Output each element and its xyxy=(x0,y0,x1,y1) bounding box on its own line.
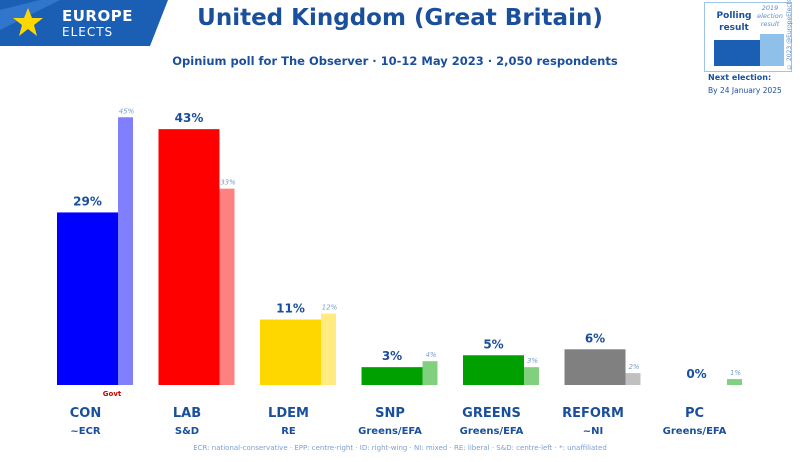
poll-bar-greens xyxy=(463,355,524,385)
party-name-lab: LAB xyxy=(173,406,201,421)
next-election-date: By 24 January 2025 xyxy=(708,86,782,95)
legend-prev-label: 2019 election result xyxy=(757,4,783,28)
prev-bar-pc xyxy=(727,379,742,385)
govt-note-con: Govt xyxy=(103,390,122,398)
party-group-con: ~ECR xyxy=(70,426,101,437)
prev-label-ldem: 12% xyxy=(322,304,338,312)
prev-label-reform: 2% xyxy=(628,363,639,371)
prev-bar-greens xyxy=(524,367,539,385)
party-name-ldem: LDEM xyxy=(268,406,309,421)
value-label-pc: 0% xyxy=(686,367,706,381)
poll-bar-snp xyxy=(361,367,423,385)
party-name-pc: PC xyxy=(685,406,704,421)
value-label-greens: 5% xyxy=(483,337,503,351)
europe-elects-logo xyxy=(0,0,168,46)
party-name-reform: REFORM xyxy=(562,406,624,421)
prev-label-pc: 1% xyxy=(730,369,741,377)
party-group-ldem: RE xyxy=(281,426,296,437)
footnote: ECR: national-conservative · EPP: centre… xyxy=(193,444,607,452)
legend-poll-label: Polling result xyxy=(716,11,752,33)
poll-bar-reform xyxy=(564,349,626,385)
party-name-snp: SNP xyxy=(375,406,405,421)
party-group-greens: Greens/EFA xyxy=(460,426,524,437)
party-group-pc: Greens/EFA xyxy=(663,426,727,437)
prev-label-lab: 33% xyxy=(220,179,236,187)
prev-label-greens: 3% xyxy=(527,357,538,365)
prev-label-con: 45% xyxy=(119,107,135,115)
value-label-snp: 3% xyxy=(382,349,402,363)
party-name-con: CON xyxy=(70,406,101,421)
value-label-ldem: 11% xyxy=(276,302,305,316)
party-name-greens: GREENS xyxy=(462,406,521,421)
legend-poll-swatch xyxy=(714,40,760,66)
prev-bar-ldem xyxy=(321,313,336,385)
next-election-label: Next election: xyxy=(708,73,772,82)
legend-prev-swatch xyxy=(760,34,784,66)
value-label-lab: 43% xyxy=(175,111,204,125)
page-subtitle: Opinium poll for The Observer · 10-12 Ma… xyxy=(172,54,618,68)
prev-bar-con xyxy=(118,117,133,385)
poll-bar-lab xyxy=(158,129,220,385)
star-icon xyxy=(13,8,43,36)
prev-bar-lab xyxy=(219,188,235,385)
prev-bar-reform xyxy=(625,373,641,385)
party-group-snp: Greens/EFA xyxy=(358,426,422,437)
prev-bar-snp xyxy=(422,361,438,385)
page-title: United Kingdom (Great Britain) xyxy=(197,5,603,31)
prev-label-snp: 4% xyxy=(425,351,436,359)
party-group-lab: S&D xyxy=(175,426,199,437)
logo-text-elects: ELECTS xyxy=(62,25,114,39)
party-group-reform: ~NI xyxy=(583,426,603,437)
logo-text-europe: EUROPE xyxy=(62,7,133,25)
poll-bar-ldem xyxy=(260,319,321,385)
value-label-reform: 6% xyxy=(585,331,605,345)
value-label-con: 29% xyxy=(73,194,102,208)
poll-bar-con xyxy=(57,212,118,385)
